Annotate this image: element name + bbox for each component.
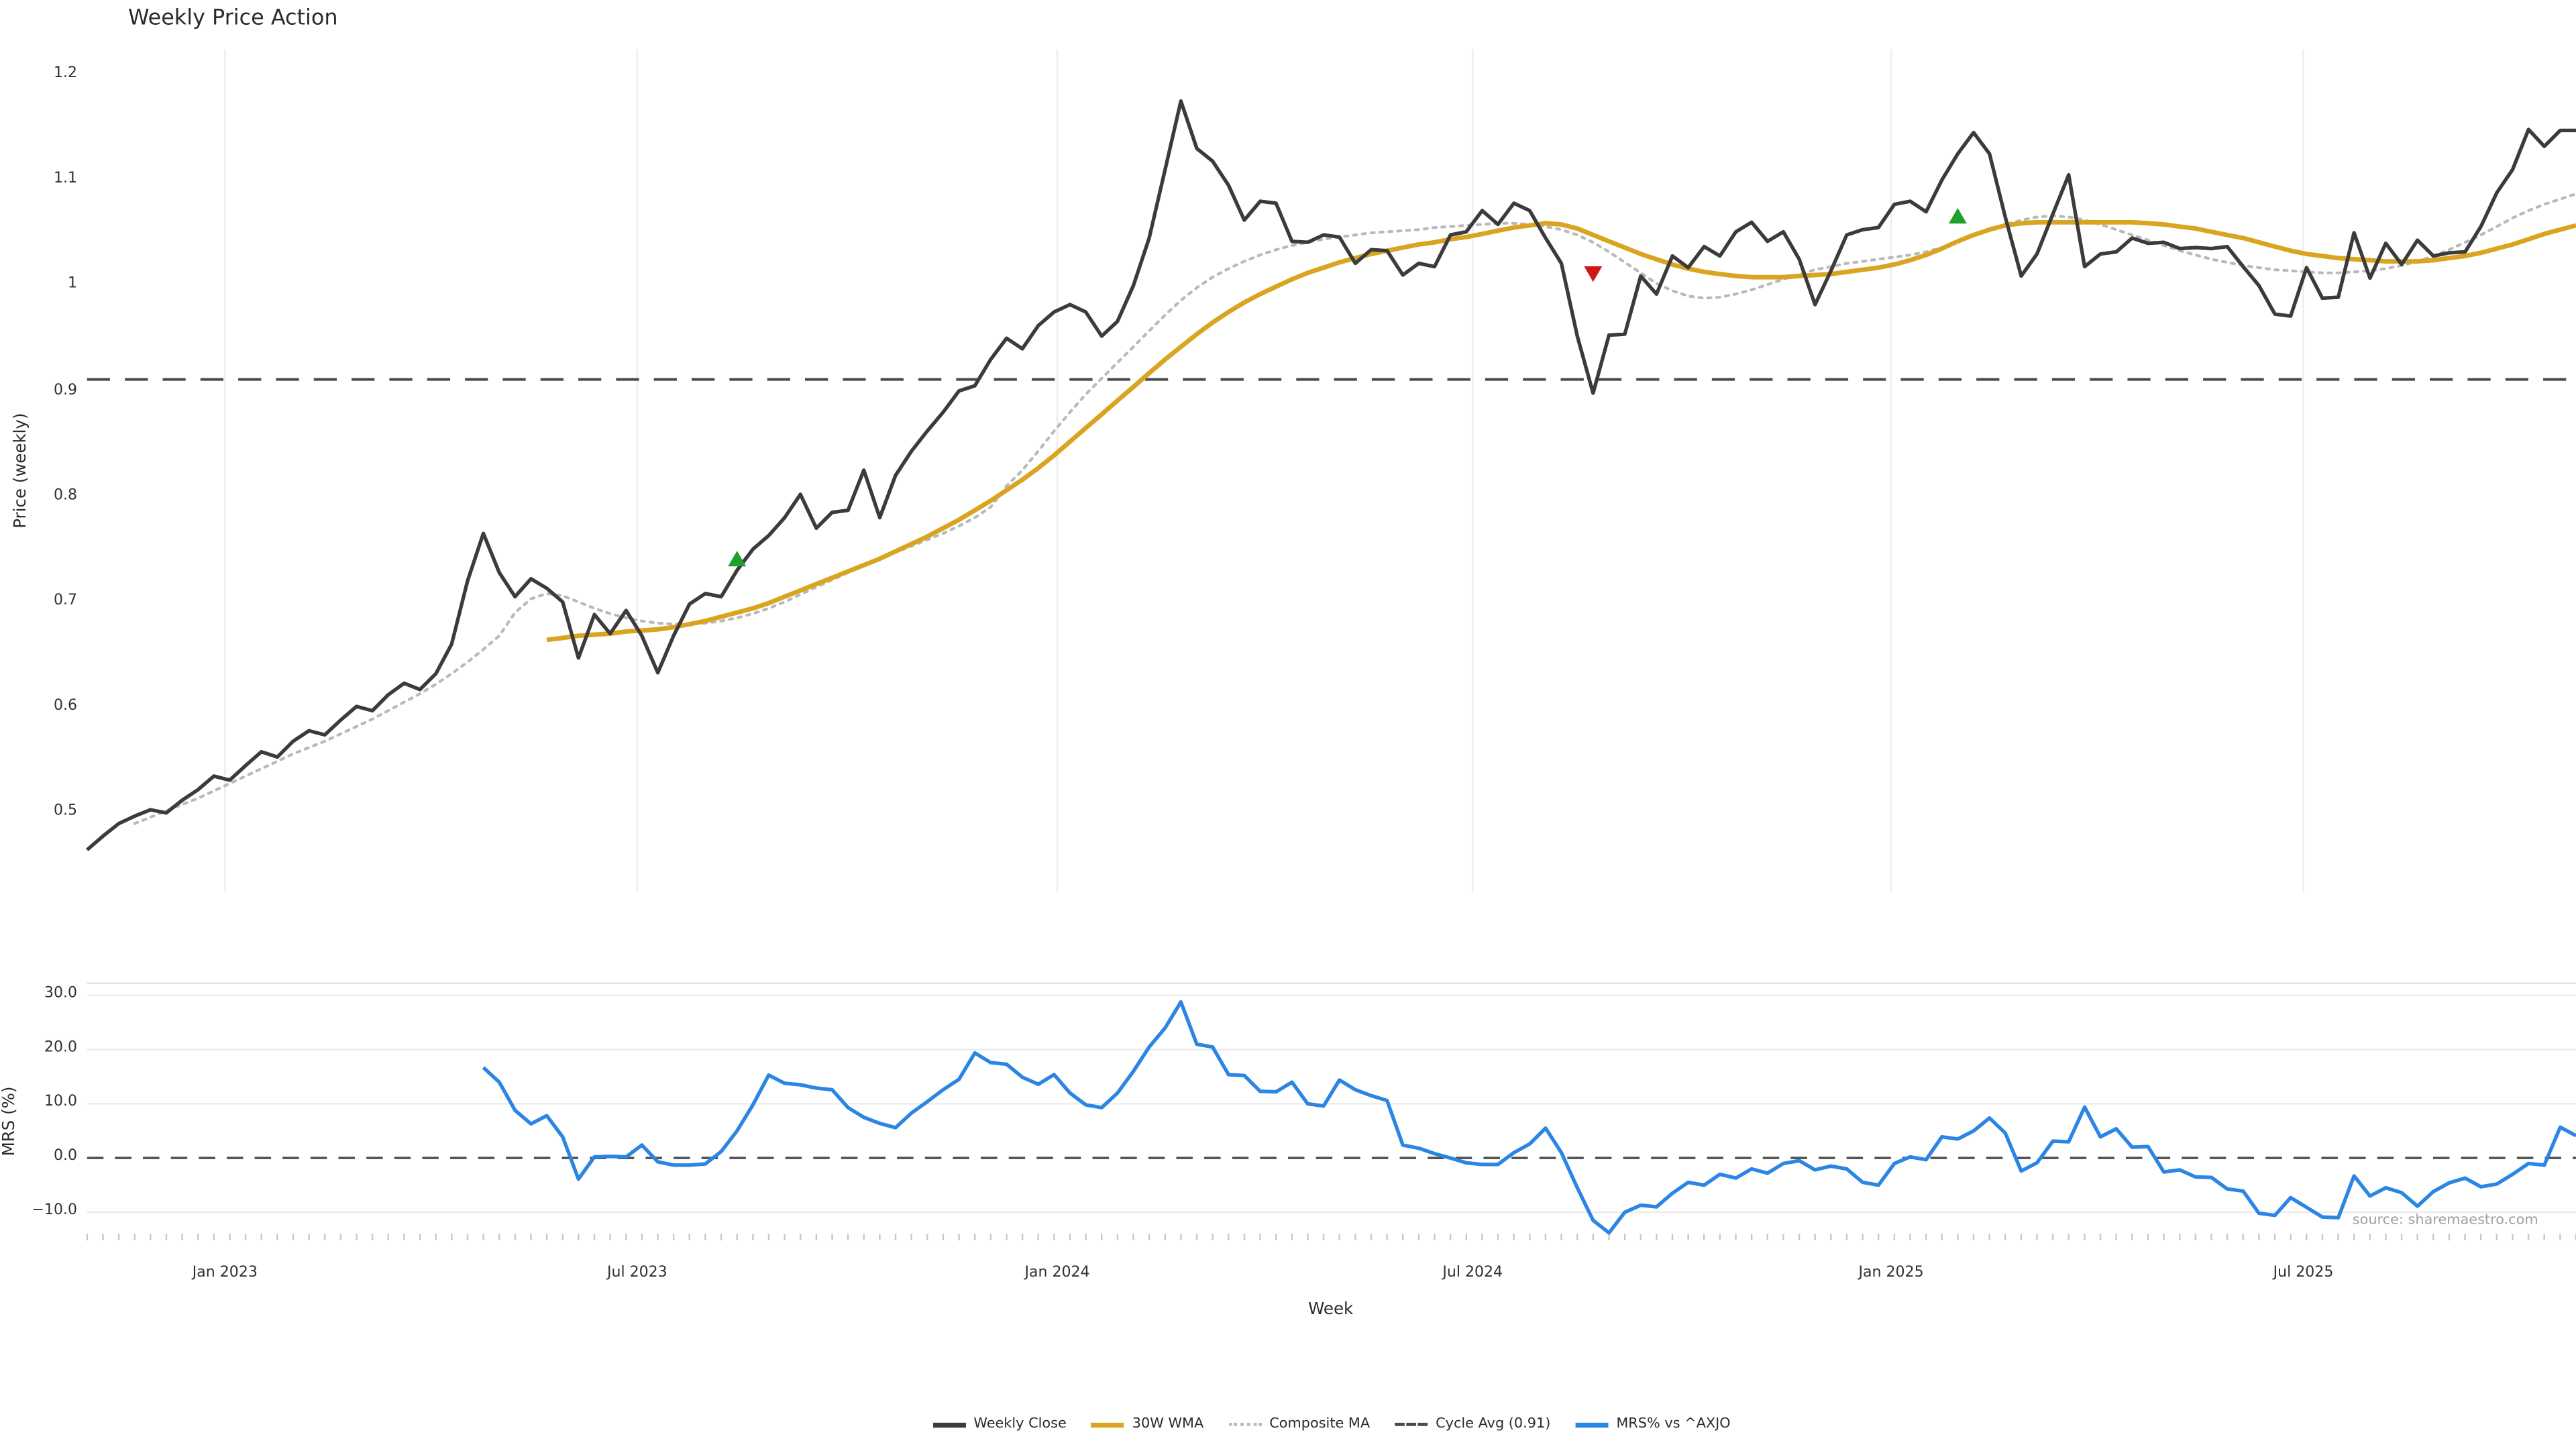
legend-swatch-cycle-avg-0-91 xyxy=(1394,1422,1428,1426)
x-tick-label: Jul 2025 xyxy=(2273,1265,2334,1282)
price-y-tick-label: 1.1 xyxy=(54,170,78,188)
weekly-close-line xyxy=(86,99,2576,851)
legend-item-weekly-close: Weekly Close xyxy=(932,1416,1067,1433)
legend-swatch-weekly-close xyxy=(932,1421,966,1427)
x-tick-label: Jul 2023 xyxy=(606,1265,667,1282)
legend-label: 30W WMA xyxy=(1132,1416,1204,1433)
buy-signal-marker xyxy=(1948,208,1967,224)
composite-ma-line xyxy=(133,192,2576,825)
legend-label: Weekly Close xyxy=(973,1416,1067,1433)
legend-label: Cycle Avg (0.91) xyxy=(1436,1416,1551,1433)
price-y-tick-label: 1.2 xyxy=(54,65,78,83)
legend-item-mrs-vs-axjo: MRS% vs ^AXJO xyxy=(1575,1416,1731,1433)
sell-signal-marker xyxy=(1584,266,1603,282)
legend-label: MRS% vs ^AXJO xyxy=(1616,1416,1731,1433)
price-y-tick-label: 0.9 xyxy=(54,382,78,398)
price-chart xyxy=(86,49,2576,892)
x-tick-label: Jan 2023 xyxy=(192,1265,258,1282)
price-axis-label: Price (weekly) xyxy=(12,413,31,529)
mrs-y-tick-label: 0.0 xyxy=(54,1148,78,1166)
price-y-tick-label: 1 xyxy=(68,276,78,293)
legend-item-30w-wma: 30W WMA xyxy=(1091,1416,1204,1433)
price-y-tick-label: 0.7 xyxy=(54,592,78,610)
legend-label: Composite MA xyxy=(1269,1416,1371,1433)
mrs-vs-axjo-line xyxy=(482,1000,2576,1235)
legend-swatch-30w-wma xyxy=(1091,1421,1124,1427)
mrs-y-tick-label: 30.0 xyxy=(44,986,78,1003)
x-tick-label: Jan 2025 xyxy=(1858,1265,1924,1282)
mrs-axis-label: MRS (%) xyxy=(1,1086,19,1157)
legend-item-composite-ma: Composite MA xyxy=(1228,1416,1371,1433)
legend-swatch-composite-ma xyxy=(1228,1422,1261,1426)
chart-title: Weekly Price Action xyxy=(128,6,338,32)
x-axis-label: Week xyxy=(1308,1301,1354,1320)
price-y-tick-label: 0.8 xyxy=(54,487,78,504)
mrs-y-tick-label: 20.0 xyxy=(44,1040,78,1057)
source-watermark: source: sharemaestro.com xyxy=(2352,1212,2538,1229)
price-y-tick-label: 0.5 xyxy=(54,804,78,820)
legend-swatch-mrs-vs-axjo xyxy=(1575,1421,1609,1427)
30w-wma-line xyxy=(546,219,2576,643)
x-tick-label: Jan 2024 xyxy=(1024,1265,1090,1282)
x-tick-label: Jul 2024 xyxy=(1442,1265,1503,1282)
buy-signal-marker xyxy=(728,551,747,567)
price-y-tick-label: 0.6 xyxy=(54,698,78,715)
legend: Weekly Close 30W WMA Composite MA Cycle Avg… xyxy=(87,1416,2576,1433)
mrs-chart xyxy=(86,982,2576,1240)
mrs-y-tick-label: 10.0 xyxy=(44,1094,78,1112)
mrs-y-tick-label: −10.0 xyxy=(32,1203,78,1220)
legend-item-cycle-avg-0-91: Cycle Avg (0.91) xyxy=(1394,1416,1551,1433)
